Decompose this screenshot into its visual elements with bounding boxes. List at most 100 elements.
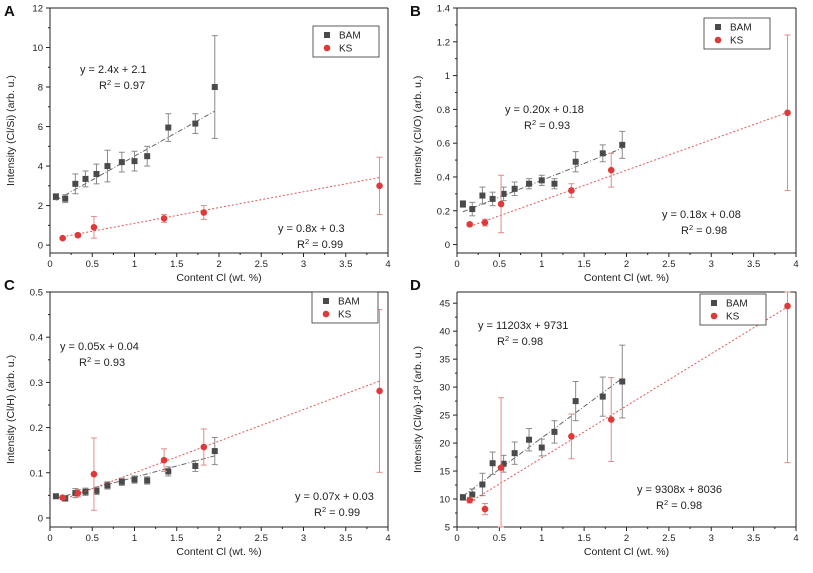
series-ks <box>466 291 791 528</box>
data-point-ks <box>59 234 66 242</box>
y-axis-title: Intensity (Cl/O) (arb. u.) <box>412 76 424 186</box>
data-point-ks <box>160 215 168 222</box>
data-point-ks <box>607 166 615 174</box>
data-point-ks <box>200 443 208 451</box>
fit-line-bam <box>462 147 623 213</box>
x-tick-label: 0 <box>454 259 459 270</box>
r-squared-exponent: 2 <box>664 498 668 507</box>
r-squared-ks: R2 = 0.98 <box>656 498 702 512</box>
x-tick-label: 1 <box>132 533 137 544</box>
data-point-bam <box>572 158 579 165</box>
y-tick-label: 40 <box>439 327 450 338</box>
data-point-ks <box>90 470 98 478</box>
data-point-bam <box>479 192 486 199</box>
legend-label: KS <box>339 44 353 55</box>
data-point-bam <box>72 180 79 187</box>
x-tick-label: 0 <box>47 533 52 544</box>
x-tick-label: 0.5 <box>86 259 99 270</box>
plot-area-d: 0 0.5 1 1.5 2 2.5 3 3.5 451015202530354045Conten… <box>412 291 799 558</box>
equation-ks: y = 0.07x + 0.03 <box>295 491 374 503</box>
data-point-bam <box>104 163 111 170</box>
x-tick-label: 2 <box>624 533 629 544</box>
data-point-bam <box>526 436 533 443</box>
data-point-bam <box>52 193 59 200</box>
data-point-bam <box>538 177 545 184</box>
x-tick-label: 3 <box>301 259 306 270</box>
panel-letter-c: C <box>4 277 15 294</box>
legend-label: BAM <box>726 299 748 310</box>
legend-box <box>312 25 380 58</box>
y-tick-label: 0.4 <box>30 333 43 344</box>
y-axis-title: Intensity (Cl/Si) (arb. u.) <box>5 75 17 186</box>
y-tick-label: 0 <box>38 513 43 524</box>
data-point-bam <box>551 180 558 187</box>
data-point-bam <box>93 170 100 177</box>
series-ks <box>59 156 383 242</box>
x-tick-label: 2.5 <box>662 259 675 270</box>
panel-c: C 0 0.5 1 1.5 2 2.5 3 3.5 4 0 0.1 0.2 0.3 0.4 0.5 Conte… <box>4 277 391 558</box>
r-squared-number: 0.99 <box>322 239 343 251</box>
equation-bam: y = 2.4x + 2.1 <box>80 64 147 76</box>
panel-letter-a: A <box>4 3 15 20</box>
y-tick-label: 10 <box>439 495 450 506</box>
data-point-bam <box>469 206 476 213</box>
data-point-bam <box>572 398 579 405</box>
r-squared-exponent: 2 <box>689 223 693 232</box>
y-tick-label: 20 <box>439 439 450 450</box>
legend-box <box>311 291 379 324</box>
r-squared-value: = <box>111 80 124 92</box>
y-tick-label: 1.2 <box>437 37 450 48</box>
y-tick-label: 0.3 <box>30 378 43 389</box>
equation-ks: y = 9308x + 8036 <box>637 484 722 496</box>
data-point-bam <box>500 190 507 197</box>
plot-area-a: 0 0.5 1 1.5 2 2.5 3 3.5 4 0 2 4 6 8 10 12 Content Cl (wt… <box>5 4 391 285</box>
equation-bam: y = 11203x + 9731 <box>478 320 568 332</box>
series-bam <box>459 344 626 501</box>
x-tick-label: 2 <box>216 533 221 544</box>
x-tick-label: 4 <box>793 533 798 544</box>
legend-label: KS <box>726 312 740 323</box>
x-tick-label: 3.5 <box>339 259 352 270</box>
series-ks <box>466 34 791 234</box>
fit-line-ks <box>62 380 380 501</box>
data-point-bam <box>104 482 111 489</box>
data-point-bam <box>211 448 218 455</box>
data-point-bam <box>538 444 545 451</box>
y-tick-label: 5 <box>445 523 450 534</box>
data-point-ks <box>160 456 168 464</box>
legend: BAM KS <box>312 25 380 58</box>
r-squared-number: 0.93 <box>549 120 570 132</box>
r-squared-value: = <box>509 336 522 348</box>
r-squared-value: = <box>91 357 104 369</box>
x-tick-label: 3.5 <box>747 259 760 270</box>
fit-line-bam <box>55 110 216 201</box>
data-point-bam <box>619 141 626 148</box>
equation-ks: y = 0.18x + 0.08 <box>662 209 741 221</box>
r-squared-prefix: R <box>656 500 664 512</box>
data-point-bam <box>52 493 59 500</box>
legend-marker-square <box>324 32 330 38</box>
legend-label: BAM <box>339 31 361 42</box>
series-bam <box>459 130 626 217</box>
data-point-bam <box>599 393 606 400</box>
x-tick-label: 3.5 <box>339 533 352 544</box>
r-squared-number: 0.99 <box>339 507 360 519</box>
data-point-ks <box>481 505 489 513</box>
data-point-bam <box>469 491 476 498</box>
r-squared-ks: R2 = 0.98 <box>681 223 727 237</box>
y-tick-label: 6 <box>38 122 43 133</box>
r-squared-value: = <box>326 507 339 519</box>
data-point-ks <box>568 433 575 440</box>
plot-area-c: 0 0.5 1 1.5 2 2.5 3 3.5 4 0 0.1 0.2 0.3 0.4 0.5 Content… <box>5 288 391 559</box>
data-point-bam <box>192 120 199 127</box>
data-point-bam <box>511 450 518 457</box>
r-squared-exponent: 2 <box>505 334 509 343</box>
legend: BAM KS <box>699 293 767 326</box>
legend-box <box>699 293 767 326</box>
x-tick-label: 2.5 <box>255 533 268 544</box>
data-point-ks <box>90 224 98 231</box>
legend-marker-circle <box>322 310 330 318</box>
fit-line-ks <box>62 177 380 238</box>
legend-label: BAM <box>338 297 360 308</box>
r-squared-prefix: R <box>524 120 532 132</box>
